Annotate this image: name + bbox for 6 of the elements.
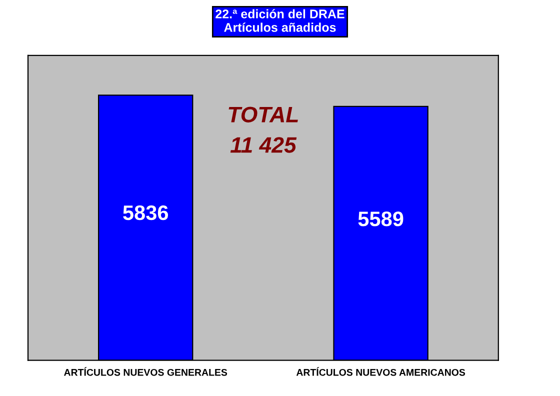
x-tick-label: ARTÍCULOS NUEVOS AMERICANOS <box>296 367 466 376</box>
chart-title: 22.ª edición del DRAE Artículos añadidos <box>216 9 344 32</box>
x-tick-label: ARTÍCULOS NUEVOS GENERALES <box>64 367 228 376</box>
data-label: 5836 <box>123 205 168 220</box>
annotation: TOTAL 11 425 <box>228 106 298 153</box>
data-label: 5589 <box>358 212 404 226</box>
